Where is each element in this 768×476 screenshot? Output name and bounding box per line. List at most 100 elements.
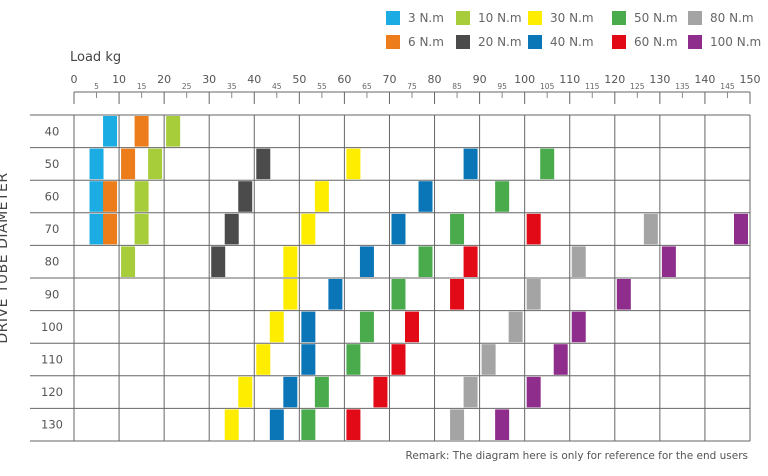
row-label: 130 bbox=[41, 418, 63, 432]
bar-60nm bbox=[391, 344, 406, 375]
row-label: 90 bbox=[45, 287, 60, 301]
bar-60nm bbox=[450, 279, 465, 310]
bar-40nm bbox=[463, 148, 478, 180]
x-axis-label: Load kg bbox=[70, 50, 122, 65]
bar-30nm bbox=[238, 376, 253, 408]
legend-label: 40 N.m bbox=[550, 35, 594, 49]
x-major-tick-label: 60 bbox=[337, 73, 351, 86]
x-major-tick-label: 120 bbox=[604, 73, 625, 86]
x-minor-tick-label: 135 bbox=[675, 82, 690, 91]
bar-100nm bbox=[661, 246, 676, 277]
legend-swatch bbox=[612, 11, 626, 25]
bar-100nm bbox=[495, 409, 510, 440]
bar-10nm bbox=[134, 181, 149, 212]
bar-50nm bbox=[346, 344, 361, 375]
bar-3nm bbox=[89, 148, 104, 180]
legend-item: 80 N.m bbox=[688, 10, 754, 26]
legend-swatch bbox=[456, 35, 470, 49]
legend-item: 3 N.m bbox=[386, 10, 444, 26]
row-label: 40 bbox=[45, 124, 60, 138]
bar-30nm bbox=[283, 246, 298, 277]
x-minor-tick-label: 65 bbox=[362, 82, 372, 91]
bar-60nm bbox=[526, 213, 541, 245]
legend-swatch bbox=[386, 35, 400, 49]
legend-label: 3 N.m bbox=[408, 11, 444, 25]
x-major-tick-label: 0 bbox=[71, 73, 78, 86]
x-minor-tick-label: 115 bbox=[585, 82, 600, 91]
x-major-tick-label: 30 bbox=[202, 73, 216, 86]
legend-label: 60 N.m bbox=[634, 35, 678, 49]
legend-item: 30 N.m bbox=[528, 10, 594, 26]
bar-6nm bbox=[103, 181, 118, 212]
legend-swatch bbox=[612, 35, 626, 49]
legend-swatch bbox=[456, 11, 470, 25]
legend-item: 20 N.m bbox=[456, 34, 522, 50]
bar-40nm bbox=[359, 246, 374, 277]
row-label: 120 bbox=[41, 385, 63, 399]
bar-30nm bbox=[301, 213, 316, 245]
bar-50nm bbox=[450, 213, 465, 245]
bar-40nm bbox=[301, 344, 316, 375]
bar-50nm bbox=[314, 376, 329, 408]
bar-50nm bbox=[495, 181, 510, 212]
bar-30nm bbox=[346, 148, 361, 180]
legend-label: 10 N.m bbox=[478, 11, 522, 25]
bar-50nm bbox=[301, 409, 316, 440]
legend-label: 100 N.m bbox=[710, 35, 762, 49]
row-label: 50 bbox=[45, 157, 60, 171]
bar-20nm bbox=[211, 246, 226, 277]
bar-10nm bbox=[148, 148, 163, 180]
legend-swatch bbox=[528, 11, 542, 25]
legend-label: 6 N.m bbox=[408, 35, 444, 49]
legend-item: 60 N.m bbox=[612, 34, 678, 50]
bar-100nm bbox=[571, 311, 586, 343]
bar-3nm bbox=[103, 116, 118, 147]
x-major-tick-label: 40 bbox=[247, 73, 261, 86]
bar-40nm bbox=[269, 409, 284, 440]
x-minor-tick-label: 125 bbox=[630, 82, 645, 91]
x-major-tick-label: 20 bbox=[157, 73, 171, 86]
x-minor-tick-label: 5 bbox=[94, 82, 99, 91]
legend-item: 6 N.m bbox=[386, 34, 444, 50]
legend-item: 50 N.m bbox=[612, 10, 678, 26]
x-minor-tick-label: 15 bbox=[137, 82, 147, 91]
bar-80nm bbox=[643, 213, 658, 245]
x-major-tick-label: 80 bbox=[428, 73, 442, 86]
bar-6nm bbox=[121, 148, 136, 180]
row-label: 70 bbox=[45, 222, 60, 236]
x-major-tick-label: 140 bbox=[694, 73, 715, 86]
x-minor-tick-label: 95 bbox=[497, 82, 507, 91]
bar-100nm bbox=[733, 213, 748, 245]
row-label: 100 bbox=[41, 320, 63, 334]
bar-50nm bbox=[359, 311, 374, 343]
bar-40nm bbox=[283, 376, 298, 408]
bar-30nm bbox=[256, 344, 271, 375]
x-major-tick-label: 70 bbox=[382, 73, 396, 86]
legend-label: 50 N.m bbox=[634, 11, 678, 25]
bar-100nm bbox=[553, 344, 568, 375]
bar-50nm bbox=[391, 279, 406, 310]
bar-40nm bbox=[328, 279, 343, 310]
legend-label: 80 N.m bbox=[710, 11, 754, 25]
x-minor-tick-label: 105 bbox=[540, 82, 555, 91]
x-major-tick-label: 100 bbox=[514, 73, 535, 86]
bar-100nm bbox=[616, 279, 631, 310]
row-label: 80 bbox=[45, 255, 60, 269]
bar-60nm bbox=[346, 409, 361, 440]
x-minor-tick-label: 75 bbox=[407, 82, 417, 91]
bar-100nm bbox=[526, 376, 541, 408]
bar-80nm bbox=[463, 376, 478, 408]
bar-80nm bbox=[571, 246, 586, 277]
x-major-tick-label: 130 bbox=[649, 73, 670, 86]
bar-50nm bbox=[418, 246, 433, 277]
bar-80nm bbox=[450, 409, 465, 440]
bar-40nm bbox=[391, 213, 406, 245]
bar-40nm bbox=[301, 311, 316, 343]
bar-10nm bbox=[134, 213, 149, 245]
bar-40nm bbox=[418, 181, 433, 212]
x-minor-tick-label: 85 bbox=[452, 82, 462, 91]
legend-swatch bbox=[688, 11, 702, 25]
bar-10nm bbox=[166, 116, 181, 147]
